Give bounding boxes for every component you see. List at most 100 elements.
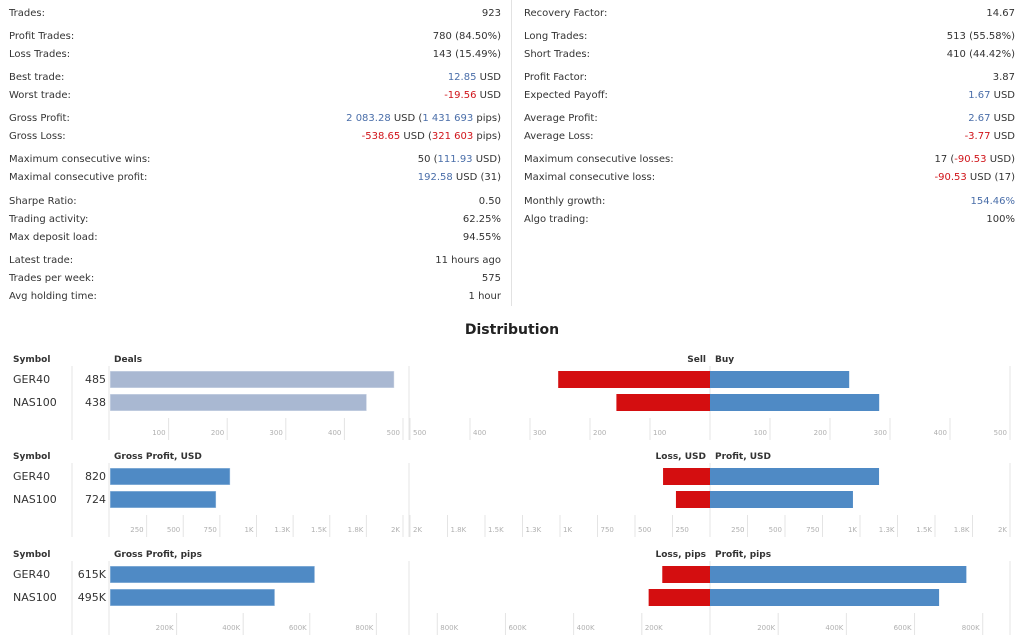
stat-label: Trades per week: <box>9 273 95 284</box>
stat-label: Average Profit: <box>524 113 598 124</box>
stat-value: 50 (111.93 USD) <box>418 152 501 168</box>
tick-label: 1.8K <box>348 526 364 534</box>
pos-series-label: Profit, pips <box>715 550 771 560</box>
neg-series-label: Sell <box>687 355 706 365</box>
bar-nas100 <box>109 588 276 607</box>
stat-label: Trades: <box>9 8 45 19</box>
bar-nas100 <box>109 393 368 412</box>
tick-label: 800K <box>440 624 458 632</box>
stat-label: Monthly growth: <box>524 196 606 207</box>
stat-label: Max deposit load: <box>9 232 98 243</box>
stat-value: -19.56 USD <box>444 88 501 104</box>
stat-value: 11 hours ago <box>435 253 501 269</box>
stat-value-part: 1 hour <box>468 291 501 302</box>
stat-row: Monthly growth: 154.46% <box>524 194 1015 210</box>
tick-label: 300 <box>533 429 546 437</box>
stat-value-part: 0.50 <box>478 196 501 207</box>
stat-label: Expected Payoff: <box>524 90 608 101</box>
stat-value: -538.65 USD (321 603 pips) <box>362 129 501 145</box>
tick-label: 100 <box>152 429 165 437</box>
tick-label: 300 <box>874 429 887 437</box>
stat-label: Algo trading: <box>524 214 589 225</box>
stat-label: Short Trades: <box>524 49 590 60</box>
tick-label: 800K <box>355 624 373 632</box>
stat-value: 0.50 <box>479 194 501 210</box>
stat-row: Maximal consecutive profit: 192.58 USD (3… <box>9 170 501 186</box>
stat-value-part: 111.93 <box>437 154 473 165</box>
stat-value-part: USD) <box>986 154 1015 165</box>
stat-row: Maximal consecutive loss: -90.53 USD (17) <box>524 170 1015 186</box>
tick-label: 400 <box>934 429 947 437</box>
tick-label: 800K <box>962 624 980 632</box>
symbol-label: NAS100 <box>13 396 57 409</box>
symbol-label: GER40 <box>13 470 50 483</box>
stat-value: 17 (-90.53 USD) <box>934 152 1015 168</box>
stat-row: Sharpe Ratio: 0.50 <box>9 194 501 210</box>
tick-label: 400K <box>825 624 843 632</box>
stat-value: 410 (44.42%) <box>947 47 1015 63</box>
tick-label: 500 <box>638 526 651 534</box>
stat-row: Profit Trades: 780 (84.50%) <box>9 29 501 45</box>
pos-series-label: Buy <box>715 355 734 365</box>
neg-bar-nas100 <box>616 394 710 411</box>
tick-label: 600K <box>508 624 526 632</box>
tick-label: 1.8K <box>451 526 467 534</box>
stat-row: Trading activity: 62.25% <box>9 212 501 228</box>
tick-label: 200 <box>211 429 224 437</box>
stat-value: 923 <box>482 6 501 22</box>
pos-bar-ger40 <box>710 468 880 485</box>
value-label: 724 <box>85 493 106 506</box>
bar-ger40 <box>109 370 395 389</box>
tick-label: 500 <box>994 429 1007 437</box>
stat-row: Average Loss: -3.77 USD <box>524 129 1015 145</box>
stat-label: Maximal consecutive loss: <box>524 172 656 183</box>
tick-label: 500 <box>167 526 180 534</box>
stat-row: Short Trades: 410 (44.42%) <box>524 47 1015 63</box>
neg-bar-ger40 <box>662 566 710 583</box>
stat-row: Latest trade: 11 hours ago <box>9 253 501 269</box>
tick-label: 750 <box>601 526 614 534</box>
tick-label: 600K <box>894 624 912 632</box>
neg-series-label: Loss, USD <box>656 452 706 462</box>
tick-label: 400K <box>577 624 595 632</box>
stat-value: 62.25% <box>463 212 501 228</box>
symbol-header: Symbol <box>13 550 50 560</box>
stat-value-part: 3.87 <box>992 72 1015 83</box>
stat-value-part: 62.25% <box>462 214 501 225</box>
tick-label: 1K <box>244 526 253 534</box>
stat-row: Worst trade: -19.56 USD <box>9 88 501 104</box>
stat-label: Long Trades: <box>524 31 588 42</box>
stat-label: Average Loss: <box>524 131 594 142</box>
stat-value-part: -19.56 <box>444 90 477 101</box>
statistics-panel: Trades: 923 Profit Trades: 780 (84.50%) Loss… <box>0 0 1024 306</box>
stat-label: Maximum consecutive losses: <box>524 154 674 165</box>
stat-label: Profit Factor: <box>524 72 588 83</box>
stat-value: 1 hour <box>469 289 501 305</box>
value-label: 495K <box>78 591 107 604</box>
tick-label: 2K <box>391 526 400 534</box>
stat-value-part: 17 ( <box>934 154 955 165</box>
chart-title: Gross Profit, pips <box>114 550 202 560</box>
pos-bar-ger40 <box>710 371 850 388</box>
tick-label: 1.3K <box>526 526 542 534</box>
neg-bar-ger40 <box>558 371 710 388</box>
value-label: 485 <box>85 373 106 386</box>
bar-ger40 <box>109 467 231 486</box>
stat-value-part: 50 ( <box>417 154 438 165</box>
pos-series-label: Profit, USD <box>715 452 771 462</box>
stat-row: Maximum consecutive wins: 50 (111.93 USD) <box>9 152 501 168</box>
tick-label: 200 <box>593 429 606 437</box>
stat-row: Best trade: 12.85 USD <box>9 70 501 86</box>
stat-value-part: 575 <box>481 273 501 284</box>
tick-label: 2K <box>413 526 422 534</box>
bar-ger40 <box>109 565 316 584</box>
stat-label: Sharpe Ratio: <box>9 196 77 207</box>
tick-label: 500 <box>769 526 782 534</box>
pos-bar-nas100 <box>710 394 880 411</box>
stat-value-part: USD (31) <box>452 172 501 183</box>
symbol-label: GER40 <box>13 568 50 581</box>
stat-row: Trades: 923 <box>9 6 501 22</box>
stat-value-part: 143 (15.49%) <box>432 49 501 60</box>
stat-value-part: USD ( <box>400 131 432 142</box>
neg-bar-nas100 <box>675 491 710 508</box>
